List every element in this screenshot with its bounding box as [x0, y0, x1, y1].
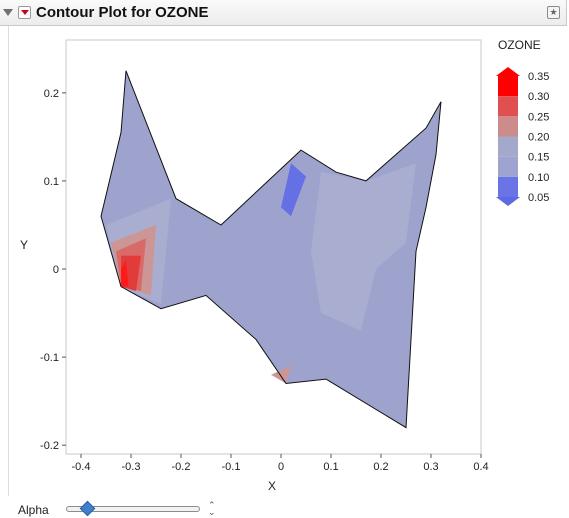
y-tick-label: 0.2: [44, 88, 59, 100]
y-tick-label: -0.2: [40, 440, 59, 452]
legend-swatch: [498, 116, 518, 137]
legend-level-label: 0.15: [528, 152, 549, 164]
legend-level-label: 0.25: [528, 111, 549, 123]
x-axis-label: X: [268, 479, 277, 493]
disclosure-triangle-icon[interactable]: [3, 9, 13, 16]
contour-region-7: [271, 365, 291, 384]
alpha-slider-thumb[interactable]: [79, 500, 96, 517]
legend-swatch: [498, 96, 518, 117]
x-tick-label: -0.2: [172, 461, 191, 473]
x-tick-label: 0.2: [373, 461, 388, 473]
contour-base-region: [101, 70, 441, 428]
legend-level-label: 0.35: [528, 71, 549, 83]
legend-swatch: [498, 136, 518, 157]
x-tick-label: -0.4: [72, 461, 91, 473]
x-tick-label: 0: [278, 461, 284, 473]
alpha-slider-track[interactable]: [66, 506, 200, 512]
red-triangle-icon: [21, 10, 29, 15]
x-tick-label: -0.1: [222, 461, 241, 473]
contour-region-8: [311, 163, 416, 331]
legend-level-label: 0.05: [528, 192, 549, 204]
report-frame: [8, 26, 9, 496]
contour-region-5: [281, 163, 306, 217]
legend-bottom-arrow: [496, 197, 520, 206]
report-title: Contour Plot for OZONE: [36, 4, 209, 21]
alpha-label: Alpha: [18, 503, 49, 517]
y-tick-label: 0.1: [44, 176, 59, 188]
outline-header: Contour Plot for OZONE ★: [0, 0, 567, 26]
y-axis-label: Y: [20, 238, 29, 252]
legend-swatch: [498, 176, 518, 197]
x-tick-label: 0.4: [473, 461, 488, 473]
red-triangle-menu-button[interactable]: [18, 6, 31, 19]
y-tick-label: 0: [53, 264, 59, 276]
data-boundary-outline: [100, 70, 442, 429]
legend-level-label: 0.30: [528, 91, 549, 103]
legend-swatch: [498, 76, 518, 97]
y-tick-label: -0.1: [40, 352, 59, 364]
legend-level-label: 0.10: [528, 172, 549, 184]
legend-top-arrow: [496, 67, 520, 76]
report-options-icon[interactable]: ★: [547, 6, 560, 19]
x-tick-label: 0.3: [423, 461, 438, 473]
contour-plot: -0.4 -0.3 -0.2 -0.1 0 0.1 0.2 0.3 0.40.20.10-0.1…: [40, 39, 549, 473]
x-tick-label: 0.1: [323, 461, 338, 473]
x-tick-label: -0.3: [122, 461, 141, 473]
legend-level-label: 0.20: [528, 132, 549, 144]
legend-title: OZONE: [498, 38, 541, 52]
contour-region-4: [121, 260, 129, 287]
alpha-spinner[interactable]: ⌃ ⌄: [208, 500, 216, 517]
legend-swatch: [498, 156, 518, 177]
